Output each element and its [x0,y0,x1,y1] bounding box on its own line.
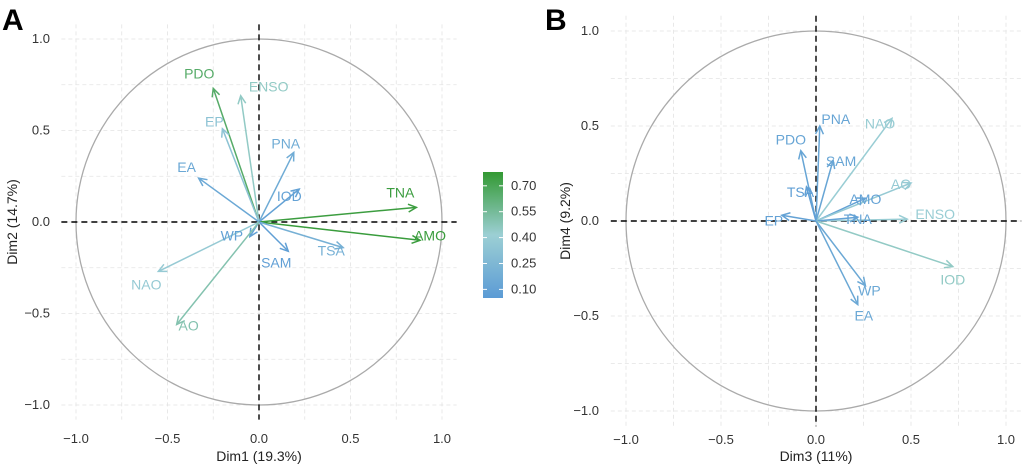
panel-b-arrow-enso [815,214,909,224]
panel-b-x-tick-label: −0.5 [708,432,734,447]
panel-a-arrow-ep [220,127,260,223]
legend-label: 0.70 [511,178,536,193]
legend-color-bar [483,172,503,298]
panel-b-label-pna: PNA [821,111,850,127]
legend-label: 0.55 [511,204,536,219]
panel-b-label-pdo: PDO [776,132,806,148]
panel-a-label-wp: WP [221,228,244,244]
panel-a-arrow-tsa [258,221,345,250]
panel-b-arrow-ao [815,181,913,222]
panel-b-arrow-ea [815,220,859,307]
panel-a-labels: PDO ENSO EP EA PNA IOD TNA AMO TSA SAM WP NAO AO [131,65,446,333]
panel-b-label-tna: TNA [844,211,873,227]
panel-b-x-tick-label: 0.0 [807,432,825,447]
panel-b-arrow-nao [815,117,894,222]
panel-b-label-amo: AMO [849,191,881,207]
panel-a-label-enso: ENSO [249,79,289,95]
panel-b-arrow-tsa [804,185,817,222]
panel-a-letter: A [2,4,24,37]
panel-b-label-sam: SAM [826,153,856,169]
panel-a-arrows [156,86,422,326]
panel-b-y-axis-title: Dim4 (9.2%) [557,182,573,260]
panel-a-arrow-enso [237,94,260,223]
panel-a-x-tick-label: −0.5 [155,431,181,446]
panel-b-x-axis-title: Dim3 (11%) [780,448,853,464]
panel-a-arrow-tna [258,203,419,223]
panel-a-label-iod: IOD [277,188,302,204]
panel-b-x-tick-label: 0.5 [902,432,920,447]
panel-a-label-ao: AO [179,317,199,333]
panel-a-x-tick-label: 0.0 [250,431,268,446]
legend-label: 0.10 [511,281,536,296]
panel-b-ticks: −1.0 −1.0 −0.5 −0.5 0.0 0.0 0.5 0.5 1.0 1.0 [573,23,1015,447]
panel-a-y-axis-title: Dim2 (14.7%) [4,179,20,265]
panel-a-arrow-ao [175,221,260,326]
panel-a-y-tick-label: 0.0 [32,214,50,229]
panel-b-y-tick-label: 1.0 [581,23,599,38]
panel-a-arrow-pdo [211,86,260,223]
panel-a-label-sam: SAM [261,254,291,270]
panel-b-x-tick-label: −1.0 [613,432,639,447]
panel-b-arrow-tna [815,213,860,223]
panel-a-x-tick-label: 1.0 [433,431,451,446]
panel-a-label-pna: PNA [271,135,300,151]
panel-b-y-tick-label: −0.5 [573,308,599,323]
panel-b-y-tick-label: 0.5 [581,118,599,133]
legend-label: 0.40 [511,230,536,245]
panel-a-ticks: −1.0 −1.0 −0.5 −0.5 0.0 0.0 0.5 0.5 1.0 1.0 [24,31,451,446]
panel-a-label-amo: AMO [414,227,446,243]
panel-a-arrow-amo [258,221,422,244]
panel-b-arrow-wp [815,220,867,287]
panel-a-x-tick-label: −1.0 [63,431,89,446]
panel-a-x-tick-label: 0.5 [341,431,359,446]
panel-b-label-iod: IOD [940,272,965,288]
panel-a-label-tsa: TSA [318,243,346,259]
panel-a-y-tick-label: −1.0 [24,397,50,412]
panel-b-label-nao: NAO [865,115,895,131]
panel-b-label-enso: ENSO [915,206,955,222]
panel-a-y-tick-label: 1.0 [32,31,50,46]
panel-a-arrow-nao [156,221,260,273]
panel-b-arrow-iod [815,220,955,269]
panel-a-label-tna: TNA [386,184,415,200]
panel-b: B −1.0 −1.0 −0.5 −0.5 0.0 0.0 0.5 0.5 1.0 1.0 PNA… [545,4,1022,464]
panel-b-label-tsa: TSA [787,184,815,200]
panel-a-label-pdo: PDO [184,65,214,81]
panel-a-x-axis-title: Dim1 (19.3%) [216,448,302,464]
panel-b-x-tick-label: 1.0 [997,432,1015,447]
panel-b-arrow-sam [815,158,836,222]
panel-b-arrow-pna [814,124,825,222]
panel-a-arrow-ea [197,177,260,223]
panel-a-arrow-iod [258,187,301,223]
panel-a-arrow-pna [258,150,295,223]
panel-a-label-ea: EA [177,159,196,175]
panel-a-label-ep: EP [205,114,224,130]
legend-label: 0.25 [511,255,536,270]
panel-a-y-tick-label: −0.5 [24,306,50,321]
panel-b-label-ep: EP [764,212,783,228]
panel-a-arrow-sam [258,221,290,253]
panel-a: A −1.0 −1.0 −0.5 −0.5 0.0 0.0 0.5 0.5 1.0 1.0 PDO… [2,4,457,464]
panel-b-label-ea: EA [854,308,873,324]
panel-b-label-ao: AO [891,176,911,192]
panel-b-arrow-ep [780,212,817,222]
panel-b-letter: B [545,4,567,37]
panel-a-y-tick-label: 0.5 [32,123,50,138]
panel-a-label-nao: NAO [131,276,161,292]
panel-b-y-tick-label: 0.0 [581,213,599,228]
contrib-legend: 0.70 0.55 0.40 0.25 0.10 [483,172,536,298]
panel-b-label-wp: WP [858,283,881,299]
panel-b-y-tick-label: −1.0 [573,403,599,418]
panel-b-arrows [780,117,955,307]
